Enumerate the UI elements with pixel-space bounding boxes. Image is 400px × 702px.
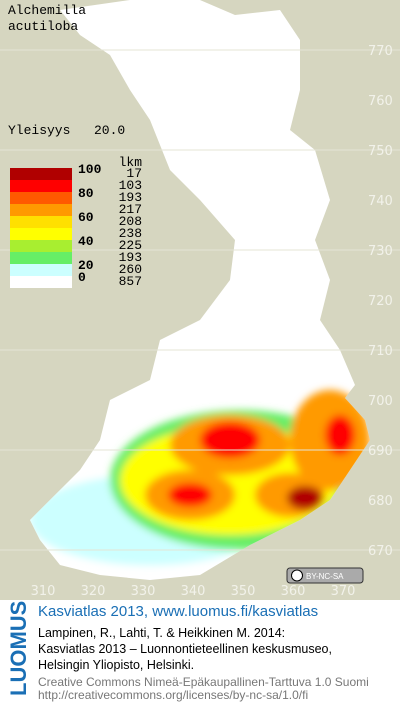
easting-label: 360 [281,584,306,599]
species-name: Alchemilla [8,3,86,18]
frequency-value: 20.0 [94,123,125,138]
legend-count: 225 [119,238,142,253]
northing-label: 720 [368,294,393,309]
legend-scale-label: 100 [78,162,102,177]
badge-box [286,567,364,584]
legend-count: 238 [119,226,142,241]
easting-label: 320 [81,584,106,599]
northing-label: 690 [368,444,393,459]
license-badge: BY-NC-SA [286,567,364,584]
northing-label: 770 [368,44,393,59]
citation: Lampinen, R., Lahti, T. & Heikkinen M. 2… [38,626,285,640]
legend-count: 193 [119,190,142,205]
northing-label: 710 [368,344,393,359]
map: 17103193217208238225193260857lkm10080604… [0,0,400,600]
license: http://creativecommons.org/licenses/by-n… [38,688,308,702]
species-name: acutiloba [8,19,78,34]
northing-label: 760 [368,94,393,109]
legend-swatch [10,216,72,228]
easting-label: 330 [131,584,156,599]
axis-labels: 770 760 750 740 730 720 710 700 690 680 670 310 320 3… [31,44,393,599]
citation: Kasviatlas 2013 – Luonnontieteellinen ke… [38,642,332,656]
legend-scale-label: 20 [78,258,94,273]
legend-swatch [10,180,72,192]
density-patches [30,390,370,565]
brand: LUOMUS [6,601,31,696]
legend-count: 193 [119,250,142,265]
legend-swatch [10,168,72,180]
cc-icon [291,569,303,582]
northing-label: 730 [368,244,393,259]
legend-swatch [10,240,72,252]
legend-scale-label: 80 [78,186,94,201]
legend-count: 217 [119,202,142,217]
legend-count: 17 [126,166,142,181]
easting-label: 310 [31,584,56,599]
citation: Helsingin Yliopisto, Helsinki. [38,658,194,672]
legend-count: 103 [119,178,142,193]
footer-background [0,600,400,702]
easting-label: 350 [231,584,256,599]
legend-scale-label: 0 [78,270,86,285]
frequency-label: Yleisyys [8,123,70,138]
legend-count: 260 [119,262,142,277]
legend-swatch [10,192,72,204]
legend-swatch [10,264,72,276]
northing-label: 700 [368,394,393,409]
legend-swatch [10,204,72,216]
easting-label: 370 [331,584,356,599]
legend-swatch [10,252,72,264]
legend-count: 208 [119,214,142,229]
legend: 17103193217208238225193260857lkm10080604… [10,155,142,289]
legend-count: 857 [119,274,142,289]
northing-label: 670 [368,544,393,559]
northing-label: 680 [368,494,393,509]
legend-swatch [10,276,72,288]
legend-count-header: lkm [119,155,143,170]
legend-swatch [10,228,72,240]
northing-label: 750 [368,144,393,159]
license: Creative Commons Nimeä-Epäkaupallinen-Ta… [38,675,369,689]
easting-label: 340 [181,584,206,599]
legend-scale-label: 60 [78,210,94,225]
badge-text: BY-NC-SA [306,572,344,581]
legend-scale-label: 40 [78,234,94,249]
northing-label: 740 [368,194,393,209]
footer-title: Kasviatlas 2013, www.luomus.fi/kasviatla… [38,603,318,620]
